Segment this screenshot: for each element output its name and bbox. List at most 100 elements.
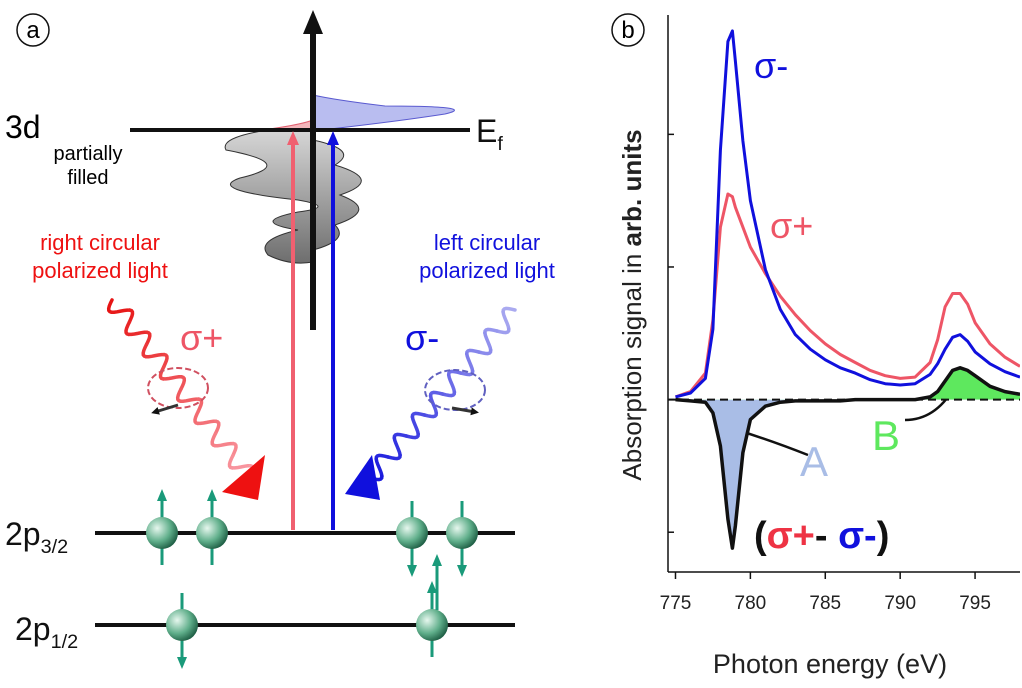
photon-wave [141, 342, 149, 359]
fermi-label-sub: f [497, 133, 503, 155]
photon-wave [230, 464, 253, 470]
photon-wave [144, 330, 152, 347]
electron [416, 609, 448, 641]
panel-label: a [26, 17, 40, 44]
electrons [146, 489, 478, 669]
photon-wave [483, 331, 493, 352]
light-label: polarized light [32, 258, 168, 283]
annotation: A [800, 438, 828, 485]
electron [396, 517, 428, 549]
level-label-main: 2p [15, 611, 51, 647]
photon-wave [162, 352, 169, 369]
panel-label: b [621, 17, 634, 44]
difference-label-part: ) [877, 515, 890, 557]
photon-wave [428, 390, 445, 398]
photon-wave [410, 411, 427, 419]
photon-wave [501, 310, 511, 331]
photon-wave [374, 457, 384, 478]
level-label: 2p3/2 [5, 516, 68, 558]
photon-wave [210, 431, 218, 448]
photon-wave [213, 419, 221, 436]
difference-label: (σ+- σ-) [754, 515, 889, 557]
photon-wave [124, 320, 132, 337]
difference-label-part: - [815, 515, 838, 557]
x-tick-label: 790 [884, 593, 916, 614]
level-label-main: 2p [5, 516, 41, 552]
photon-wave [213, 441, 235, 448]
photon-wave [392, 436, 402, 457]
fermi-label-main: E [476, 113, 497, 149]
photon-wave [179, 375, 187, 391]
electron [166, 609, 198, 641]
photon-wave [196, 397, 204, 414]
photon-wave [127, 308, 135, 325]
photon-wave [193, 409, 201, 426]
photon-wave [127, 330, 149, 337]
sigma-plus: σ+ [180, 317, 223, 358]
light-label: right circular [40, 230, 160, 255]
photon-wave [175, 387, 183, 403]
plot-area [668, 29, 1020, 550]
photon-wave [386, 453, 402, 461]
photons [106, 298, 517, 482]
annotation: σ+ [770, 205, 813, 246]
level-label-sub: 3/2 [41, 536, 69, 558]
photon-wave [109, 308, 132, 314]
photon-wave [422, 411, 439, 419]
panel-label-circle [16, 13, 50, 47]
light-label: polarized light [419, 258, 555, 283]
level-label-sub: 1/2 [51, 631, 79, 653]
sigma-minus: σ- [405, 317, 439, 358]
annotation: B [872, 412, 900, 459]
photon-wave [144, 352, 166, 359]
difference-label-part: ( [754, 515, 767, 557]
polarization-arrow [451, 406, 479, 416]
difference-label-part: σ- [838, 515, 877, 557]
x-tick-label: 775 [660, 593, 692, 614]
electron [196, 517, 228, 549]
photon-wave [392, 432, 409, 440]
photon-wave [501, 306, 517, 314]
x-tick-label: 780 [735, 593, 767, 614]
x-axis-label: Photon energy (eV) [713, 649, 947, 679]
photon-wave [161, 375, 184, 381]
photon-wave [178, 397, 201, 403]
y-axis-label-part: Absorption signal in [617, 246, 647, 480]
x-tick-label: 785 [809, 593, 841, 614]
photon-wave [231, 441, 238, 458]
photon-wave [483, 327, 499, 335]
electron [146, 517, 178, 549]
photon-wave [158, 365, 166, 381]
level-label: 2p1/2 [15, 611, 78, 653]
electron [446, 517, 478, 549]
photon-wave [495, 327, 511, 335]
photon-head [345, 455, 380, 500]
photon-wave [106, 298, 114, 314]
photon-wave [465, 348, 481, 356]
photon-head [222, 455, 265, 500]
photon-wave [446, 373, 457, 394]
photon-wave [465, 352, 475, 373]
x-tick-label: 795 [959, 593, 991, 614]
photon-wave [374, 453, 390, 461]
polarization-ring [147, 367, 209, 409]
series-line [675, 366, 1020, 550]
difference-label-part: σ+ [767, 515, 815, 557]
photon-wave [446, 369, 463, 377]
area-positive [675, 367, 1020, 400]
photon-wave [196, 419, 218, 426]
photon-wave [227, 454, 235, 470]
photon-wave [440, 390, 457, 398]
panel-a [16, 10, 517, 669]
light-label: left circular [434, 230, 540, 255]
level-note: filled [67, 167, 108, 189]
photon-wave [410, 415, 420, 436]
annotation: σ- [754, 45, 788, 86]
y-axis-label-part: arb. units [617, 129, 647, 246]
photon-wave [428, 394, 439, 415]
photon-wave [404, 432, 420, 440]
fermi-label: Ef [476, 113, 503, 155]
panel-label-circle [611, 13, 645, 47]
